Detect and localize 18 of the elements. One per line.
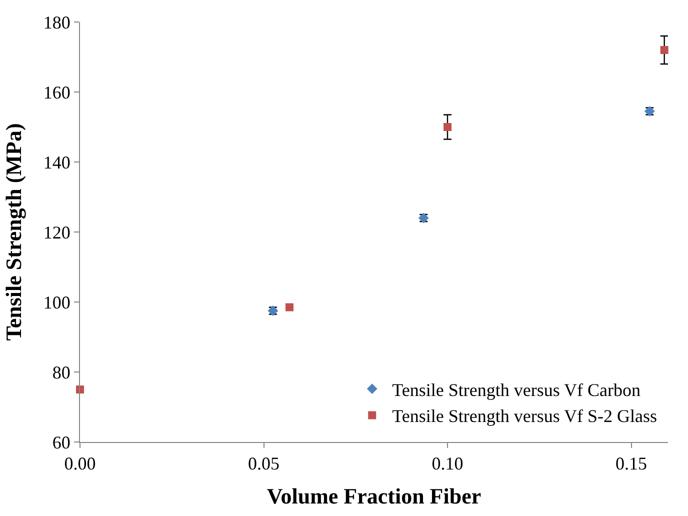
- point: [285, 303, 294, 312]
- point: [444, 123, 452, 131]
- legend-label: Tensile Strength versus Vf S-2 Glass: [392, 406, 658, 426]
- y-tick-label: 160: [43, 82, 70, 102]
- y-tick-label: 140: [43, 152, 70, 172]
- point: [660, 46, 668, 54]
- y-tick-label: 60: [52, 432, 70, 452]
- x-tick-label: 0.05: [248, 454, 280, 474]
- legend-label: Tensile Strength versus Vf Carbon: [392, 380, 640, 400]
- y-tick-label: 120: [43, 222, 70, 242]
- x-tick-label: 0.15: [616, 454, 647, 474]
- y-axis-title: Tensile Strength (MPa): [1, 123, 26, 341]
- x-tick-label: 0.00: [64, 454, 96, 474]
- x-tick-label: 0.10: [432, 454, 464, 474]
- y-tick-label: 100: [43, 292, 70, 312]
- y-tick-label: 180: [43, 12, 70, 32]
- x-axis-title: Volume Fraction Fiber: [266, 484, 482, 508]
- y-tick-label: 80: [52, 362, 70, 382]
